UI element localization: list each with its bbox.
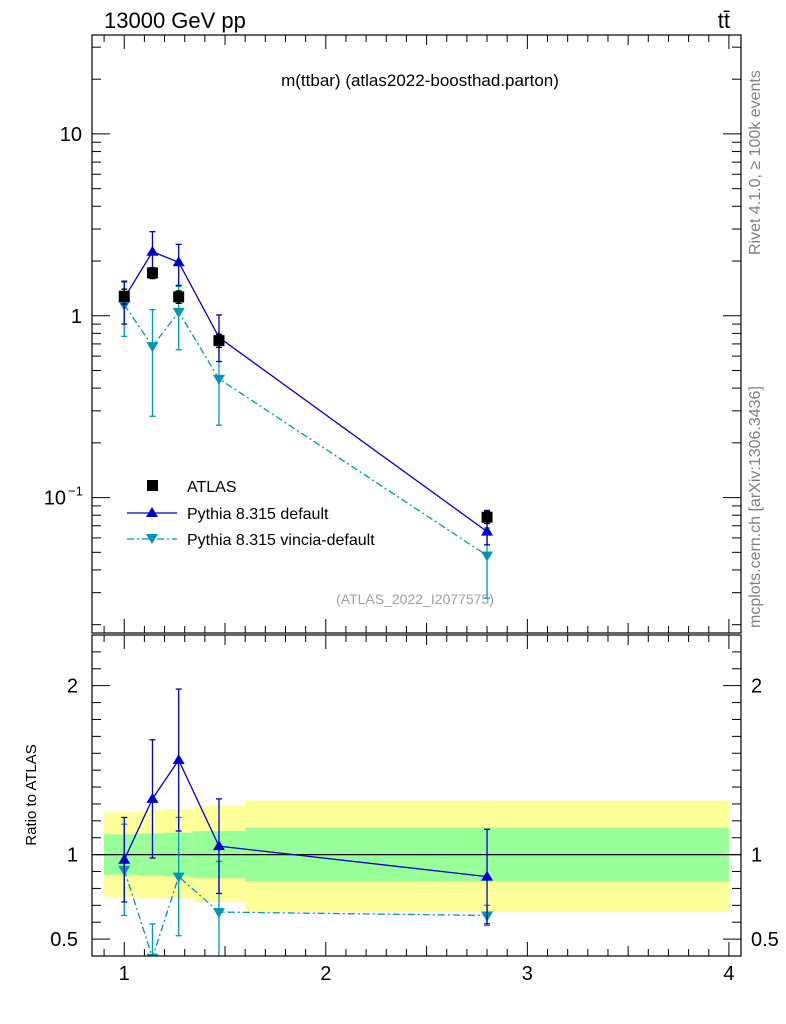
ratio-default-point <box>118 853 131 864</box>
ratio-vincia-point <box>146 953 159 956</box>
atlas-point <box>173 291 185 303</box>
legend-atlas-label: ATLAS <box>187 479 237 496</box>
ratio-y-tick-label-right: 1 <box>751 845 762 867</box>
atlas-point <box>213 335 225 347</box>
ratio-default-point <box>481 870 494 881</box>
vincia-point <box>146 342 159 353</box>
ratio-panel-frame <box>91 634 742 957</box>
x-tick-label: 4 <box>723 963 734 985</box>
ratio-y-tick-label-left: 2 <box>67 676 78 698</box>
y-tick-label: 10 <box>44 488 66 510</box>
x-tick-label: 3 <box>522 963 533 985</box>
ratio-y-tick-label-right: 0.5 <box>751 929 779 951</box>
ratio-y-tick-label-left: 0.5 <box>50 929 78 951</box>
vincia-point <box>481 551 494 562</box>
ratio-vincia-point <box>212 908 225 919</box>
ratio-default-point <box>146 792 159 803</box>
legend-vincia-marker <box>146 534 158 544</box>
main-panel-series <box>118 231 494 599</box>
ratio-panel-series <box>118 688 494 956</box>
x-tick-label: 1 <box>119 963 130 985</box>
plot-title: m(ttbar) (atlas2022-boosthad.parton) <box>281 71 559 90</box>
legend: ATLAS Pythia 8.315 default Pythia 8.315 … <box>127 479 375 549</box>
ratio-default-point <box>172 754 185 765</box>
y-tick-label: 1 <box>71 306 82 328</box>
ratio-vincia-point <box>172 872 185 883</box>
default-point <box>172 256 185 267</box>
y-tick-exponent: −1 <box>68 484 83 499</box>
legend-default-marker <box>146 507 158 517</box>
analysis-id: (ATLAS_2022_I2077575) <box>336 591 494 607</box>
process-label: tt̄ <box>718 8 730 33</box>
legend-default-label: Pythia 8.315 default <box>187 506 329 523</box>
vincia-point <box>172 307 185 318</box>
legend-atlas-marker <box>147 480 158 491</box>
x-tick-label: 2 <box>320 963 331 985</box>
atlas-point <box>118 290 130 302</box>
default-point <box>146 245 159 256</box>
vincia-point <box>212 374 225 385</box>
rivet-version-label: Rivet 4.1.0, ≥ 100k events <box>747 70 764 255</box>
ratio-axis-label: Ratio to ATLAS <box>23 744 40 845</box>
energy-label: 13000 GeV pp <box>104 8 246 33</box>
ratio-uncertainty-bands <box>104 800 729 913</box>
ratio-y-tick-label-right: 2 <box>751 676 762 698</box>
main-panel-frame <box>91 34 742 634</box>
ratio-default-point <box>212 840 225 851</box>
ratio-vincia-line <box>123 869 488 956</box>
atlas-point <box>481 511 493 523</box>
default-point <box>481 525 494 536</box>
ratio-y-tick-label-left: 1 <box>67 845 78 867</box>
y-tick-label: 10 <box>60 124 82 146</box>
atlas-point <box>146 267 158 279</box>
legend-vincia-label: Pythia 8.315 vincia-default <box>187 532 375 549</box>
mcplots-label: mcplots.cern.ch [arXiv:1306.3436] <box>747 386 764 628</box>
